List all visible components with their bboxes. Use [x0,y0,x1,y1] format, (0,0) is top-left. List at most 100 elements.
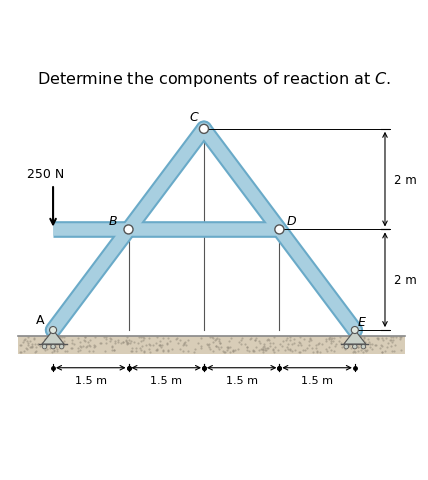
Point [266,336,273,344]
Point [230,347,237,355]
Point [235,346,241,353]
Point [68,336,75,344]
Point [331,348,338,356]
Point [154,346,160,354]
Point [110,347,117,354]
Point [83,343,90,350]
Point [206,343,213,351]
Point [47,345,54,352]
Point [128,345,135,352]
Point [229,347,236,355]
Point [158,341,165,348]
Point [297,339,303,347]
Point [124,339,131,347]
Point [374,334,381,342]
Point [77,344,84,351]
Point [313,348,320,356]
Point [146,342,153,349]
Point [322,345,329,353]
Point [358,346,365,354]
Point [132,344,139,352]
Point [24,337,30,345]
Point [21,336,28,343]
Point [378,342,385,350]
Point [24,345,31,353]
Point [68,345,74,353]
Point [143,342,149,349]
Point [41,336,48,344]
Point [241,340,248,348]
Point [352,348,359,356]
Point [223,347,230,354]
Point [263,347,270,354]
Point [253,343,259,351]
Point [330,337,337,345]
Point [220,348,227,356]
Point [146,349,153,357]
Point [324,348,330,355]
Point [124,340,131,348]
Point [246,348,253,355]
Point [140,335,147,342]
Point [111,337,118,345]
Text: D: D [287,215,297,228]
Point [22,344,29,352]
Point [326,335,333,342]
Point [52,336,59,344]
Circle shape [353,345,357,349]
Point [39,339,46,347]
Point [338,344,345,351]
Point [35,340,42,348]
Point [384,340,391,348]
Point [309,348,316,356]
Text: 1.5 m: 1.5 m [301,375,333,385]
Point [125,337,132,345]
Point [158,344,165,351]
Point [198,342,205,350]
Point [271,334,278,342]
Point [101,333,107,341]
Point [24,341,31,349]
Point [337,334,344,341]
Point [68,339,75,347]
Point [145,340,152,348]
Point [75,335,82,342]
Point [209,347,216,355]
Point [313,349,320,357]
Point [217,339,223,347]
Point [81,337,88,345]
Point [256,347,262,354]
Point [215,336,222,343]
Point [271,343,278,351]
Point [307,336,314,344]
Point [266,343,273,350]
Point [30,335,37,343]
Circle shape [199,125,208,134]
Point [137,337,144,345]
Point [45,339,52,347]
Circle shape [59,345,64,349]
Point [52,343,59,351]
Point [343,337,350,345]
Point [108,343,115,350]
Point [111,347,118,354]
Point [298,341,305,348]
Point [259,346,266,353]
Point [135,340,142,348]
Text: 1.5 m: 1.5 m [75,375,107,385]
Point [114,339,121,347]
Point [166,337,173,345]
Text: 2 m: 2 m [394,173,417,186]
Point [359,336,366,344]
Point [257,339,264,347]
Point [101,348,108,356]
Point [43,340,50,348]
Point [135,333,142,341]
Circle shape [42,345,47,349]
Point [398,333,405,341]
Point [109,343,116,351]
Point [40,339,47,347]
Point [152,347,159,354]
Point [33,347,39,355]
Point [140,334,146,342]
